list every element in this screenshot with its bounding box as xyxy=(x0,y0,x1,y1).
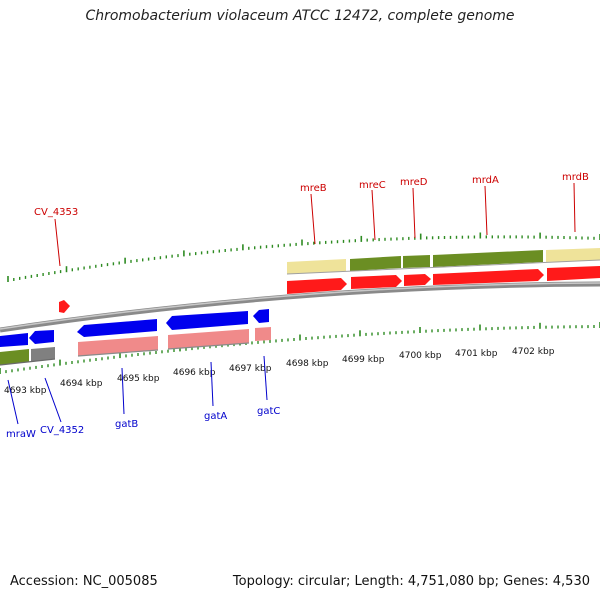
gene-arrow-gata xyxy=(166,311,248,330)
top-gene-labels: CV_4353 mreB mreC mreD mrdA mrdB xyxy=(34,172,589,267)
label-leader xyxy=(210,361,214,407)
cds-block xyxy=(546,248,600,262)
gene-label-cv4353[interactable]: CV_4353 xyxy=(34,207,78,218)
scale-label: 4698 kbp xyxy=(286,359,329,369)
scale-label: 4694 kbp xyxy=(60,379,103,389)
cds-block xyxy=(403,255,430,268)
gene-label-gata[interactable]: gatA xyxy=(204,411,227,422)
gene-arrow-mrdb xyxy=(547,266,600,281)
scale-label: 4695 kbp xyxy=(117,374,160,384)
label-leader xyxy=(573,182,576,233)
gene-label-gatb[interactable]: gatB xyxy=(115,419,138,430)
gene-arrow-cv4353 xyxy=(59,300,70,313)
bottom-gene-labels: mraW CV_4352 gatB gatA gatC xyxy=(6,355,280,440)
cds-shadow xyxy=(77,349,159,357)
scale-label: 4700 kbp xyxy=(399,351,442,361)
gene-label-gatc[interactable]: gatC xyxy=(257,406,280,417)
label-leader xyxy=(7,379,19,425)
gene-label-cv4352[interactable]: CV_4352 xyxy=(40,425,84,436)
gene-label-mred[interactable]: mreD xyxy=(400,177,428,188)
cds-block xyxy=(0,349,29,365)
map-title: Chromobacterium violaceum ATCC 12472, co… xyxy=(85,8,515,24)
label-leader xyxy=(371,189,376,241)
genome-backbone xyxy=(0,281,600,333)
gene-label-mrdb[interactable]: mrdB xyxy=(562,172,589,183)
topology-label: Topology: circular; Length: 4,751,080 bp… xyxy=(232,574,590,589)
gene-arrow-gatc xyxy=(253,309,269,323)
tick-track-top xyxy=(7,232,600,282)
gene-label-mrec[interactable]: mreC xyxy=(359,180,386,191)
label-leader xyxy=(484,185,488,236)
scale-label: 4696 kbp xyxy=(173,368,216,378)
label-leader xyxy=(412,187,416,239)
label-leader xyxy=(310,193,316,245)
gene-arrow-mreb xyxy=(287,278,347,294)
scale-label: 4697 kbp xyxy=(229,364,272,374)
scale-labels: 4693 kbp 4694 kbp 4695 kbp 4696 kbp 4697… xyxy=(4,347,555,396)
cds-shadow xyxy=(167,342,250,350)
cds-block xyxy=(31,347,55,362)
gene-arrow-mrec xyxy=(351,275,402,289)
gene-label-mreb[interactable]: mreB xyxy=(300,183,327,194)
cds-block xyxy=(350,256,401,271)
gene-label-mrda[interactable]: mrdA xyxy=(472,175,499,186)
gene-arrow-mrda xyxy=(433,269,544,285)
scale-label: 4702 kbp xyxy=(512,347,555,357)
gene-arrow-mred xyxy=(404,274,431,286)
cds-shadow xyxy=(286,259,600,275)
cds-block xyxy=(255,327,271,341)
cds-shadow xyxy=(0,358,56,366)
genome-backbone-highlight xyxy=(0,282,600,330)
cds-block xyxy=(287,259,346,274)
forward-gene-track xyxy=(59,266,600,313)
label-leader xyxy=(54,218,61,267)
label-leader xyxy=(121,367,125,415)
scale-label: 4701 kbp xyxy=(455,349,498,359)
scale-label: 4699 kbp xyxy=(342,355,385,365)
label-leader xyxy=(44,377,62,423)
reverse-gene-track xyxy=(0,309,269,347)
accession-label: Accession: NC_005085 xyxy=(10,574,158,589)
gene-arrow-cv4352 xyxy=(29,330,54,344)
gene-arrow-gatb xyxy=(77,319,157,337)
gene-arrow-mraw xyxy=(0,333,28,347)
gene-label-mraw[interactable]: mraW xyxy=(6,429,36,440)
reverse-cds-track xyxy=(0,327,271,366)
scale-label: 4693 kbp xyxy=(4,386,47,396)
label-leader xyxy=(263,355,268,401)
forward-cds-track xyxy=(286,248,600,275)
cds-block xyxy=(433,250,543,267)
